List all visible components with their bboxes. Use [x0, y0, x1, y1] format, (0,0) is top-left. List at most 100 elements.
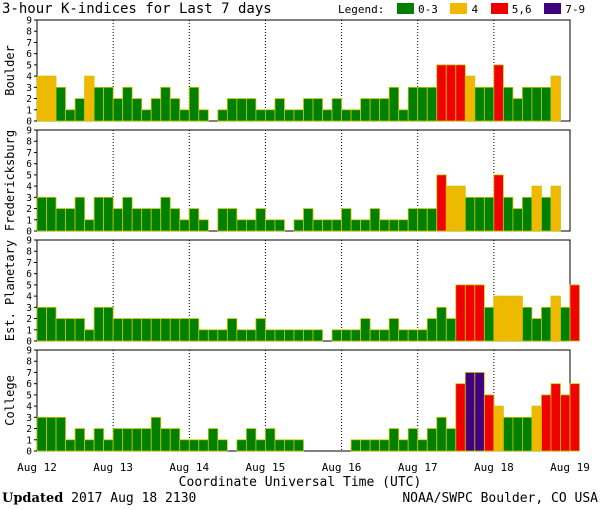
k-index-bar: [436, 306, 447, 342]
k-index-bar: [512, 295, 523, 342]
k-index-bar: [207, 329, 219, 342]
k-index-bar: [379, 98, 390, 122]
y-tick-label: 4: [26, 182, 32, 193]
k-index-bar: [550, 75, 561, 122]
k-index-bar: [322, 109, 333, 122]
k-index-bar: [474, 196, 485, 232]
k-index-bar: [217, 439, 228, 452]
k-index-bar: [245, 428, 257, 452]
k-index-bar: [445, 185, 457, 232]
k-index-bar: [226, 98, 238, 122]
k-index-bar: [445, 428, 457, 452]
k-index-bar: [341, 109, 352, 122]
panel-label: Est. Planetary: [3, 240, 17, 341]
y-tick-label: 3: [26, 303, 32, 314]
k-index-bar: [312, 98, 323, 122]
k-index-bar: [369, 439, 381, 452]
y-tick-label: 1: [26, 435, 32, 446]
y-tick-label: 0: [26, 447, 32, 458]
k-index-bar: [131, 318, 143, 342]
k-index-bar: [65, 318, 76, 342]
k-index-bar: [531, 318, 542, 342]
legend-item-high: 5,6: [490, 3, 532, 16]
k-index-bar: [217, 208, 228, 232]
k-index-bar: [398, 219, 409, 232]
legend-swatch-mid: [450, 3, 468, 14]
k-index-bar: [103, 196, 114, 232]
k-index-bar: [112, 208, 124, 232]
k-index-bar: [131, 428, 143, 452]
k-index-bar: [179, 219, 190, 232]
k-index-bar: [417, 86, 428, 122]
k-index-bar: [284, 329, 295, 342]
k-index-bar: [398, 329, 409, 342]
legend-item-low: 0-3: [396, 3, 438, 16]
k-index-bar: [74, 318, 85, 342]
k-index-bar: [464, 196, 476, 232]
k-index-bar: [560, 394, 571, 452]
k-index-bar: [150, 416, 162, 452]
k-index-bar: [122, 318, 133, 342]
k-index-bar: [74, 196, 85, 232]
k-index-bar: [522, 86, 533, 122]
k-index-bar: [474, 86, 485, 122]
updated-value: 2017 Aug 18 2130: [71, 491, 197, 506]
k-index-bar: [141, 109, 152, 122]
k-index-bar: [493, 174, 504, 232]
k-index-bar: [226, 208, 238, 232]
k-index-bar: [493, 295, 504, 342]
k-index-bar: [122, 428, 133, 452]
k-index-bar: [188, 318, 200, 342]
k-index-bar: [417, 208, 428, 232]
k-index-bar: [65, 109, 76, 122]
legend-swatch-extreme: [544, 3, 562, 14]
legend: Legend: 0-3 4 5,6 7-9: [338, 3, 585, 16]
k-index-bar: [36, 306, 47, 342]
y-tick-label: 7: [26, 258, 32, 269]
k-index-bar: [245, 219, 257, 232]
legend-text-extreme: 7-9: [565, 3, 586, 16]
y-tick-label: 3: [26, 413, 32, 424]
legend-text-low: 0-3: [417, 3, 438, 16]
k-index-bar: [274, 329, 285, 342]
legend-item-extreme: 7-9: [544, 3, 585, 16]
y-tick-label: 6: [26, 269, 32, 280]
k-index-bar: [426, 208, 438, 232]
k-index-bar: [369, 98, 381, 122]
k-index-bar: [331, 219, 342, 232]
k-index-bar: [122, 86, 133, 122]
k-index-bar: [55, 318, 66, 342]
k-index-bar: [388, 219, 400, 232]
k-index-bar: [36, 75, 47, 122]
k-index-bar: [464, 372, 476, 452]
k-index-bar: [350, 109, 362, 122]
k-index-bar: [379, 329, 390, 342]
y-tick-label: 9: [26, 236, 32, 247]
k-index-bar: [483, 86, 495, 122]
chart-title: 3-hour K-indices for Last 7 days: [2, 1, 272, 17]
k-index-bar: [445, 64, 457, 122]
k-index-bar: [436, 174, 447, 232]
y-tick-label: 8: [26, 357, 32, 368]
legend-label: Legend:: [338, 3, 385, 16]
k-index-bar: [169, 318, 181, 342]
k-index-bar: [436, 416, 447, 452]
k-index-bar: [198, 329, 209, 342]
k-index-bar: [274, 219, 285, 232]
y-tick-label: 6: [26, 159, 32, 170]
k-index-bar: [84, 439, 95, 452]
k-index-bar: [512, 98, 523, 122]
y-tick-label: 6: [26, 379, 32, 390]
k-index-bar: [522, 196, 533, 232]
k-index-bar: [360, 219, 371, 232]
k-index-bar: [360, 439, 371, 452]
k-index-bar: [93, 306, 105, 342]
k-index-bar: [255, 439, 266, 452]
k-index-bar: [179, 439, 190, 452]
k-index-bar: [531, 405, 542, 452]
legend-swatch-high: [490, 3, 508, 14]
k-index-bar: [436, 64, 447, 122]
y-tick-label: 1: [26, 215, 32, 226]
k-index-bar: [369, 329, 381, 342]
y-tick-label: 9: [26, 16, 32, 27]
